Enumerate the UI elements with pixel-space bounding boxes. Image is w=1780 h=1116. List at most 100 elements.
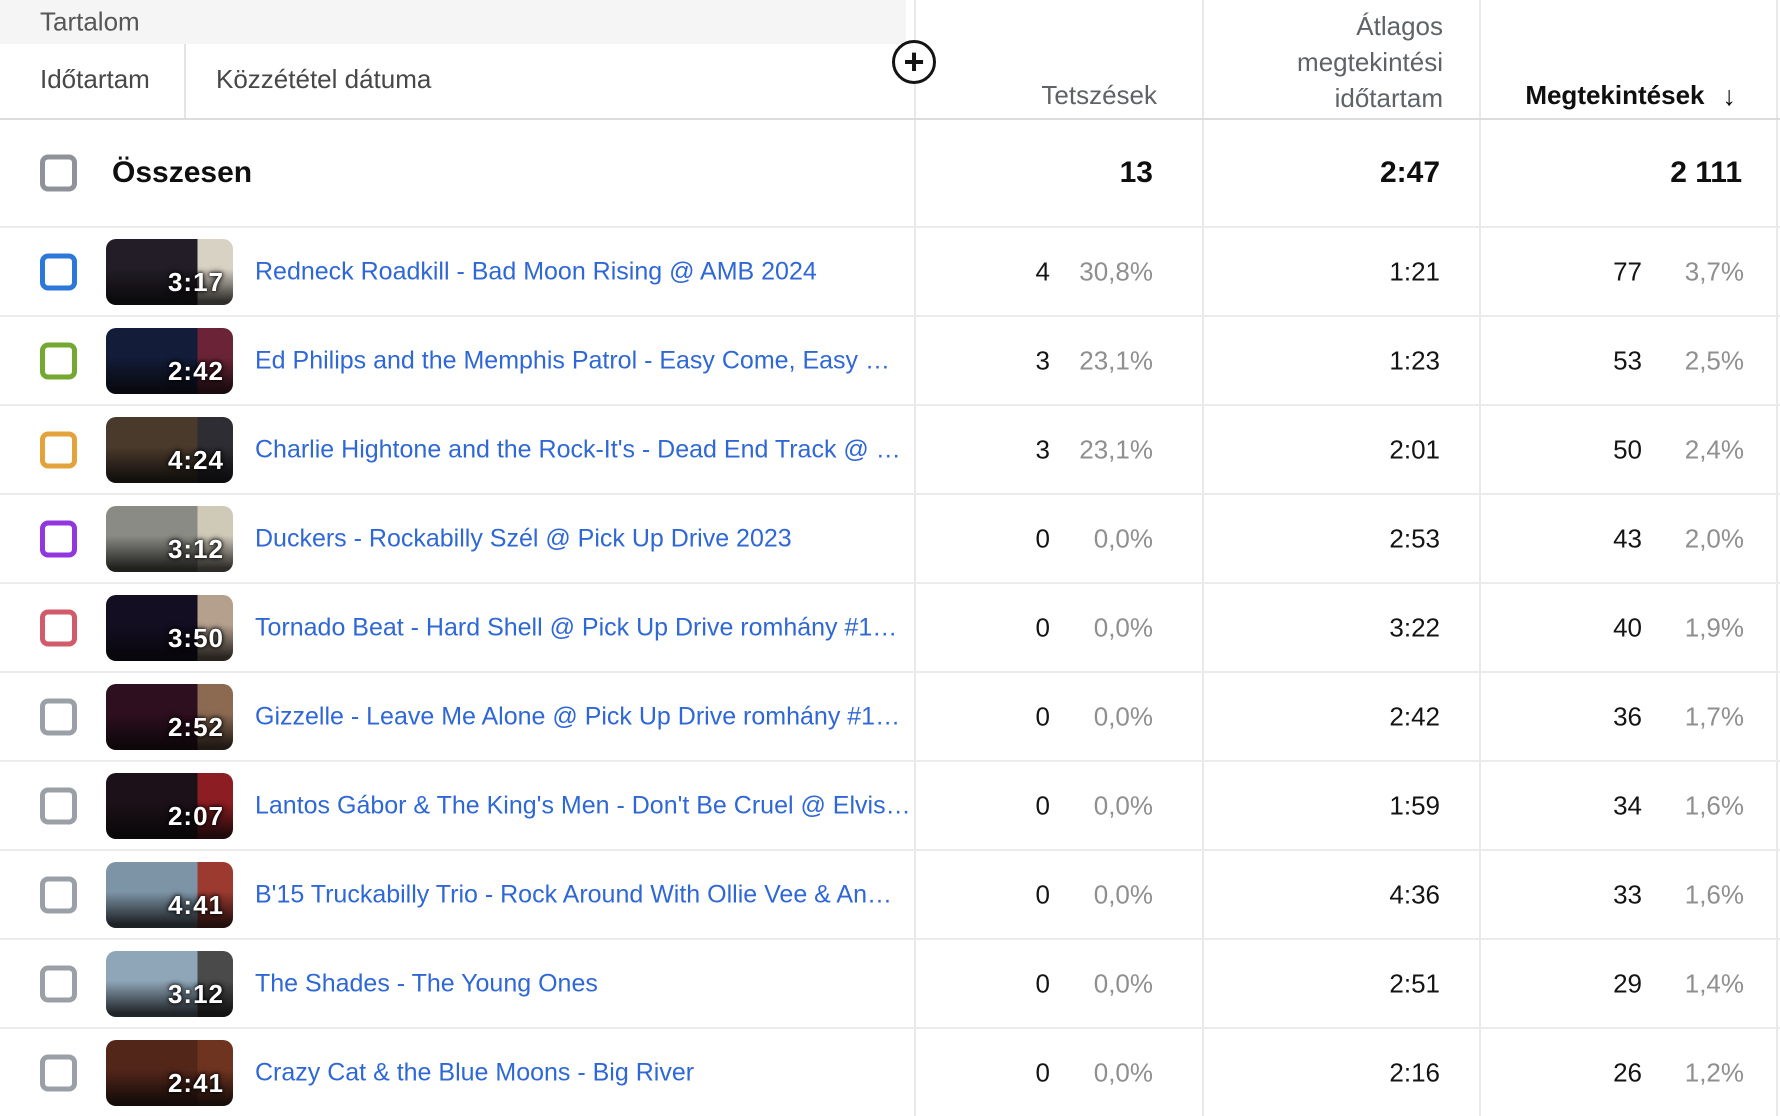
duration-badge: 2:52 [167,711,224,742]
views-value: 77 [1613,256,1642,286]
content-tab-label: Tartalom [40,6,140,37]
duration-badge: 2:42 [167,355,224,386]
video-title-link[interactable]: Crazy Cat & the Blue Moons - Big River [255,1058,695,1086]
avg-view-duration-value: 1:23 [1389,345,1440,375]
views-percent: 1,6% [1684,879,1744,909]
column-divider [1776,0,1778,1116]
column-divider [1202,0,1204,1116]
column-header-avg-view-duration[interactable]: Átlagos megtekintési időtartam [1297,11,1443,113]
video-row: 2:41 Crazy Cat & the Blue Moons - Big Ri… [0,1029,1780,1116]
totals-likes: 13 [1119,156,1153,189]
video-thumbnail[interactable]: 4:41 [106,861,233,928]
likes-percent: 0,0% [1093,790,1153,820]
add-metric-button[interactable]: + [892,40,936,84]
video-row: 2:07 Lantos Gábor & The King's Men - Don… [0,762,1780,851]
views-header-label: Megtekintések [1525,80,1705,110]
row-checkbox[interactable] [40,253,77,290]
video-title-link[interactable]: The Shades - The Young Ones [255,969,598,997]
row-checkbox[interactable] [40,609,77,646]
video-rows: 3:17 Redneck Roadkill - Bad Moon Rising … [0,228,1780,1116]
likes-value: 0 [1035,523,1050,553]
duration-badge: 4:24 [167,444,224,475]
avg-view-duration-value: 4:36 [1389,879,1440,909]
likes-value: 0 [1035,1057,1050,1087]
views-percent: 1,7% [1684,701,1744,731]
likes-value: 0 [1035,879,1050,909]
video-thumbnail[interactable]: 2:41 [106,1039,233,1106]
likes-percent: 0,0% [1093,701,1153,731]
likes-value: 0 [1035,701,1050,731]
duration-badge: 3:12 [167,978,224,1009]
video-thumbnail[interactable]: 4:24 [106,416,233,483]
video-title-link[interactable]: Lantos Gábor & The King's Men - Don't Be… [255,791,911,819]
row-checkbox[interactable] [40,876,77,913]
views-percent: 1,6% [1684,790,1744,820]
views-value: 34 [1613,790,1642,820]
plus-icon: + [903,41,925,82]
row-checkbox[interactable] [40,698,77,735]
video-thumbnail[interactable]: 3:12 [106,950,233,1017]
likes-percent: 23,1% [1079,345,1153,375]
video-row: 2:42 Ed Philips and the Memphis Patrol -… [0,317,1780,406]
video-title-link[interactable]: Redneck Roadkill - Bad Moon Rising @ AMB… [255,257,817,285]
likes-percent: 23,1% [1079,434,1153,464]
avg-view-duration-value: 3:22 [1389,612,1440,642]
duration-badge: 2:41 [167,1067,224,1098]
avg-view-duration-value: 2:01 [1389,434,1440,464]
row-checkbox[interactable] [40,787,77,824]
video-title-link[interactable]: Charlie Hightone and the Rock-It's - Dea… [255,435,901,463]
column-header-likes[interactable]: Tetszések [1041,80,1157,110]
views-percent: 2,4% [1684,434,1744,464]
video-row: 3:17 Redneck Roadkill - Bad Moon Rising … [0,228,1780,317]
video-row: 3:50 Tornado Beat - Hard Shell @ Pick Up… [0,584,1780,673]
likes-percent: 30,8% [1079,256,1153,286]
likes-value: 0 [1035,968,1050,998]
row-checkbox[interactable] [40,965,77,1002]
row-checkbox[interactable] [40,520,77,557]
column-divider [1479,0,1481,1116]
filter-duration[interactable]: Időtartam [40,64,150,94]
select-all-checkbox[interactable] [40,154,77,192]
likes-percent: 0,0% [1093,1057,1153,1087]
video-title-link[interactable]: Ed Philips and the Memphis Patrol - Easy… [255,346,890,374]
likes-percent: 0,0% [1093,612,1153,642]
video-row: 4:24 Charlie Hightone and the Rock-It's … [0,406,1780,495]
video-row: 4:41 B'15 Truckabilly Trio - Rock Around… [0,851,1780,940]
video-thumbnail[interactable]: 3:17 [106,238,233,305]
avg-view-duration-value: 1:21 [1389,256,1440,286]
views-percent: 1,4% [1684,968,1744,998]
views-value: 26 [1613,1057,1642,1087]
video-thumbnail[interactable]: 2:42 [106,327,233,394]
video-thumbnail[interactable]: 2:52 [106,683,233,750]
video-thumbnail[interactable]: 3:12 [106,505,233,572]
video-thumbnail[interactable]: 3:50 [106,594,233,661]
filter-divider [184,44,186,118]
duration-badge: 4:41 [167,889,224,920]
video-title-link[interactable]: Gizzelle - Leave Me Alone @ Pick Up Driv… [255,702,901,730]
avg-view-duration-value: 2:53 [1389,523,1440,553]
video-title-link[interactable]: Duckers - Rockabilly Szél @ Pick Up Driv… [255,524,792,552]
video-thumbnail[interactable]: 2:07 [106,772,233,839]
duration-badge: 3:12 [167,533,224,564]
views-value: 53 [1613,345,1642,375]
video-title-link[interactable]: B'15 Truckabilly Trio - Rock Around With… [255,880,892,908]
likes-percent: 0,0% [1093,968,1153,998]
filter-publish-date[interactable]: Közzététel dátuma [216,64,432,94]
views-value: 33 [1613,879,1642,909]
avg-view-duration-value: 2:51 [1389,968,1440,998]
views-percent: 2,5% [1684,345,1744,375]
column-header-views[interactable]: Megtekintések ↓ [1525,80,1736,111]
views-value: 50 [1613,434,1642,464]
views-percent: 3,7% [1684,256,1744,286]
totals-row: Összesen 13 2:47 2 111 [0,120,1780,228]
likes-percent: 0,0% [1093,879,1153,909]
views-value: 40 [1613,612,1642,642]
row-checkbox[interactable] [40,342,77,379]
totals-label: Összesen [112,156,253,189]
video-title-link[interactable]: Tornado Beat - Hard Shell @ Pick Up Driv… [255,613,898,641]
row-checkbox[interactable] [40,1054,77,1091]
likes-value: 3 [1035,345,1050,375]
row-checkbox[interactable] [40,431,77,468]
views-value: 29 [1613,968,1642,998]
likes-value: 4 [1035,256,1050,286]
